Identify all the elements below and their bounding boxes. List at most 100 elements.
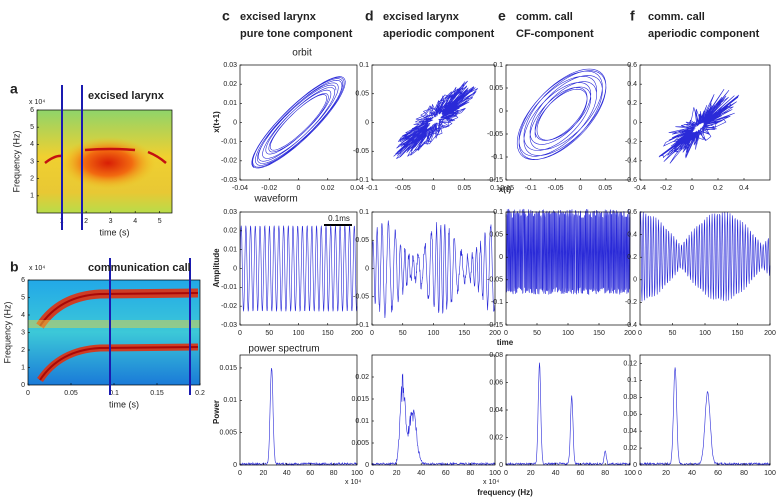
y-tick-label: 0.4: [627, 231, 637, 238]
column-title: comm. call: [648, 11, 705, 23]
x-tick-label: 100: [428, 330, 440, 337]
column-title: aperiodic component: [648, 28, 760, 40]
y-tick-label: -0.4: [625, 322, 637, 329]
x-tick-label: 0.1: [490, 185, 500, 192]
y-tick-label: 0.01: [355, 418, 369, 425]
y-tick-label: 0.05: [355, 91, 369, 98]
axis-label: x(t): [499, 185, 512, 194]
column-title: excised larynx: [383, 11, 460, 23]
y-tick-label: 0: [233, 119, 237, 126]
axis-label: time (s): [109, 399, 139, 409]
x-tick-label: 60: [714, 470, 722, 477]
y-tick-label: 0.08: [489, 352, 503, 359]
axis-label: Frequency (Hz): [11, 130, 21, 192]
harmonic: [39, 346, 199, 381]
y-tick-label: 5: [30, 124, 34, 131]
x-tick-label: -0.05: [548, 185, 564, 192]
curve: [658, 89, 740, 164]
y-tick-label: 0: [499, 254, 503, 261]
y-tick-label: -0.01: [221, 139, 237, 146]
x-tick-label: 60: [442, 470, 450, 477]
x-tick-label: 200: [624, 330, 636, 337]
x-tick-label: 200: [351, 330, 363, 337]
y-tick-label: 0.06: [489, 379, 503, 386]
curve: [239, 368, 358, 466]
y-tick-label: -0.03: [221, 322, 237, 329]
panel-title: excised larynx: [88, 90, 165, 102]
curve: [371, 220, 496, 319]
y-tick-label: 0: [233, 462, 237, 469]
y-tick-label: -0.1: [357, 177, 369, 184]
y-tick-label: 0.02: [355, 374, 369, 381]
y-tick-label: 3: [21, 329, 25, 336]
column-title: excised larynx: [240, 11, 317, 23]
x-tick-label: 0: [26, 390, 30, 397]
y-tick-label: 0.02: [489, 434, 503, 441]
axis-label: time: [497, 338, 514, 347]
x-tick-label: 0: [238, 470, 242, 477]
y-tick-label: 0.4: [627, 81, 637, 88]
column-label: d: [365, 8, 374, 24]
y-tick-label: 4: [21, 312, 25, 319]
x-tick-label: 80: [467, 470, 475, 477]
x-tick-label: 100: [699, 330, 711, 337]
x-tick-label: 200: [489, 330, 501, 337]
x-tick-label: 150: [732, 330, 744, 337]
y-tick-label: -0.05: [353, 148, 369, 155]
x-tick-label: 4: [133, 218, 137, 225]
panel-title: communication call: [88, 262, 191, 274]
x-tick-label: 50: [265, 330, 273, 337]
x-tick-label: 0: [238, 330, 242, 337]
y-tick-label: 0.02: [623, 445, 637, 452]
multiplier: x 10⁴: [483, 479, 499, 486]
x-tick-label: -0.2: [660, 185, 672, 192]
y-tick-label: 0.6: [627, 62, 637, 69]
x-tick-label: 100: [764, 470, 776, 477]
x-tick-label: 60: [306, 470, 314, 477]
curve: [239, 224, 358, 313]
column-title: comm. call: [516, 11, 573, 23]
multiplier: x 10⁴: [345, 479, 361, 486]
harmonic: [39, 292, 199, 327]
y-tick-label: 0.02: [223, 81, 237, 88]
x-tick-label: 0.2: [195, 390, 205, 397]
curve: [505, 208, 631, 296]
axis-label: x(t+1): [212, 111, 221, 133]
y-tick-label: 0.05: [355, 237, 369, 244]
x-tick-label: 60: [577, 470, 585, 477]
x-tick-label: -0.15: [498, 185, 514, 192]
x-tick-label: 40: [552, 470, 560, 477]
x-tick-label: -0.04: [232, 185, 248, 192]
x-tick-label: 150: [458, 330, 470, 337]
x-tick-label: 3: [109, 218, 113, 225]
axis-label: Frequency (Hz): [2, 301, 12, 363]
x-tick-label: 0.2: [713, 185, 723, 192]
x-tick-label: 100: [489, 470, 501, 477]
y-tick-label: 0.01: [223, 397, 237, 404]
x-tick-label: 0.04: [350, 185, 364, 192]
multiplier: x 10⁴: [29, 99, 45, 106]
y-tick-label: 1: [30, 193, 34, 200]
x-tick-label: -0.02: [261, 185, 277, 192]
y-tick-label: 0.005: [219, 429, 237, 436]
curve: [639, 367, 771, 467]
column-label: c: [222, 8, 230, 24]
y-tick-label: 0.1: [359, 62, 369, 69]
y-tick-label: 0: [499, 462, 503, 469]
x-tick-label: 40: [688, 470, 696, 477]
column-title: aperiodic component: [383, 28, 495, 40]
y-tick-label: 5: [21, 294, 25, 301]
y-tick-label: 1: [21, 364, 25, 371]
y-tick-label: -0.05: [487, 131, 503, 138]
x-tick-label: 20: [260, 470, 268, 477]
y-tick-label: 6: [21, 277, 25, 284]
curve: [393, 80, 479, 159]
y-tick-label: 0.015: [219, 365, 237, 372]
y-tick-label: 0.2: [627, 100, 637, 107]
y-tick-label: 0.01: [223, 100, 237, 107]
x-tick-label: 2: [84, 218, 88, 225]
y-tick-label: 0: [633, 462, 637, 469]
y-tick-label: 0.01: [223, 247, 237, 254]
axes-box: [505, 354, 631, 466]
